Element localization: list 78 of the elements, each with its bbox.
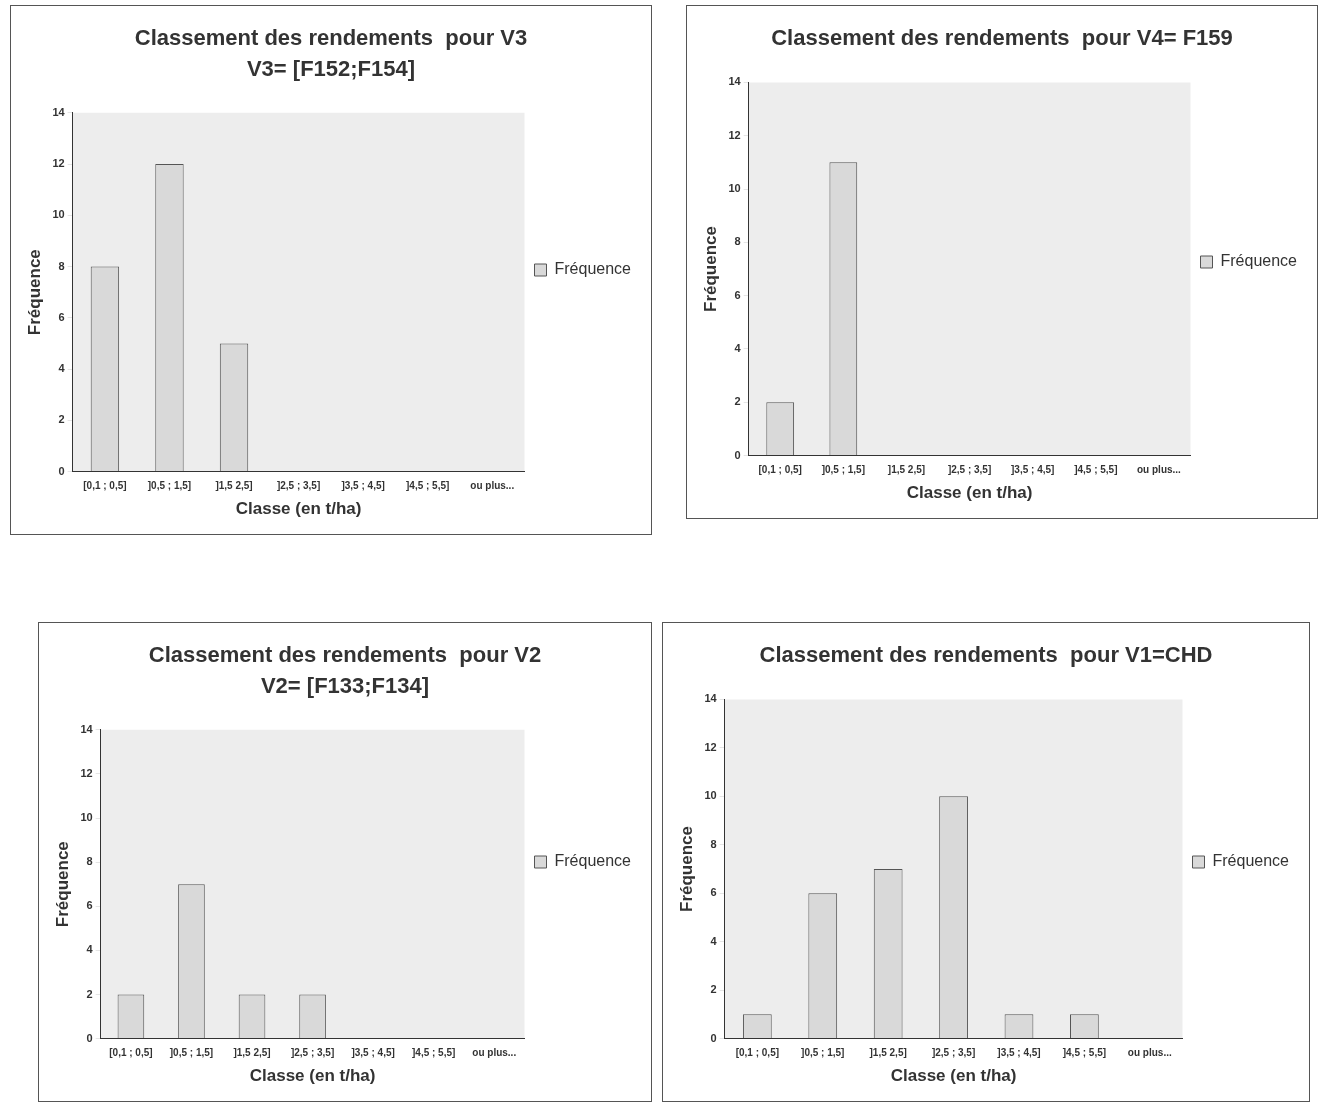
x-tick-label: ]2,5 ; 3,5] [290,1047,335,1059]
y-tick-label: 6 [58,310,65,323]
chart-title: Classement des rendements pour V1=CHD [759,642,1213,668]
x-tick-label: ]2,5 ; 3,5] [276,480,321,492]
y-tick-label: 2 [86,987,93,1000]
x-tick-label: ]1,5 2,5] [233,1047,271,1059]
x-tick-label: ou plus... [1127,1047,1172,1059]
y-tick-label: 6 [734,288,741,301]
y-axis-title: Fréquence [700,226,720,312]
y-tick-label: 10 [728,182,741,195]
x-tick-label: ]3,5 ; 4,5] [351,1047,395,1059]
x-tick-label: [0,1 ; 0,5] [758,464,802,476]
y-tick-label: 12 [52,157,65,170]
y-tick-label: 12 [728,128,741,141]
legend-label: Fréquence [554,852,632,870]
chart-title: Classement des rendements pour V4= F159 [771,25,1233,51]
y-tick-label: 2 [710,983,717,996]
x-axis-title: Classe (en t/ha) [249,1066,376,1086]
y-tick-label: 2 [734,395,741,408]
x-tick-label: ]0,5 ; 1,5] [147,480,192,492]
x-tick-label: ]0,5 ; 1,5] [801,1047,845,1059]
y-tick-label: 4 [710,934,718,947]
y-tick-label: 8 [710,837,717,850]
y-tick-label: 6 [710,886,717,899]
x-tick-label: ]1,5 2,5] [215,480,253,492]
y-tick-label: 6 [86,899,93,912]
y-tick-label: 8 [734,235,741,248]
legend-label: Fréquence [554,260,632,278]
x-tick-label: [0,1 ; 0,5] [83,480,127,492]
y-tick-label: 4 [58,362,66,375]
x-axis-title: Classe (en t/ha) [906,483,1033,503]
x-tick-label: ou plus... [1137,464,1182,476]
y-tick-label: 8 [86,855,93,868]
y-tick-label: 12 [704,740,717,753]
x-tick-label: ]4,5 ; 5,5] [1062,1047,1107,1059]
x-tick-label: ]4,5 ; 5,5] [1074,464,1118,476]
y-tick-label: 4 [734,342,742,354]
y-tick-label: 12 [80,766,93,779]
x-tick-label: ]2,5 ; 3,5] [931,1047,976,1059]
chart-subtitle: V2= [F133;F134] [260,672,430,698]
x-tick-label: ]0,5 ; 1,5] [821,464,865,476]
x-tick-label: ]4,5 ; 5,5] [412,1047,456,1059]
x-tick-label: ]1,5 2,5] [887,464,926,476]
x-tick-label: [0,1 ; 0,5] [735,1047,780,1059]
y-tick-label: 10 [704,789,717,802]
y-tick-label: 4 [86,943,94,956]
x-tick-label: ]3,5 ; 4,5] [1011,464,1055,476]
y-tick-label: 2 [58,413,65,426]
y-tick-label: 0 [710,1031,717,1044]
y-axis-title: Fréquence [676,826,696,912]
x-tick-label: [0,1 ; 0,5] [109,1047,153,1059]
legend-label: Fréquence [1212,852,1290,870]
x-axis-title: Classe (en t/ha) [890,1066,1017,1086]
y-tick-label: 14 [52,105,66,118]
x-tick-label: ]1,5 2,5] [869,1047,907,1059]
x-tick-label: ou plus... [470,480,515,492]
legend-label: Fréquence [1220,252,1298,270]
x-tick-label: ]0,5 ; 1,5] [169,1047,214,1059]
x-axis-title: Classe (en t/ha) [235,499,362,519]
y-tick-label: 10 [52,208,65,221]
x-tick-label: ]2,5 ; 3,5] [947,464,992,476]
x-tick-label: ]3,5 ; 4,5] [341,480,385,492]
y-axis-title: Fréquence [52,841,72,928]
x-tick-label: ]4,5 ; 5,5] [406,480,450,492]
y-tick-label: 14 [80,722,94,735]
x-tick-label: ou plus... [472,1047,517,1059]
y-tick-label: 14 [704,692,718,705]
y-tick-label: 14 [728,75,742,88]
x-tick-label: ]3,5 ; 4,5] [997,1047,1041,1059]
y-tick-label: 0 [58,464,65,477]
y-tick-label: 8 [58,259,65,272]
y-tick-label: 10 [80,811,93,824]
y-tick-label: 0 [86,1031,93,1044]
chart-subtitle: V3= [F152;F154] [246,55,416,81]
y-axis-title: Fréquence [24,249,44,336]
chart-title: Classement des rendements pour V2 [148,642,542,668]
y-tick-label: 0 [734,448,741,461]
chart-title: Classement des rendements pour V3 [134,25,528,51]
